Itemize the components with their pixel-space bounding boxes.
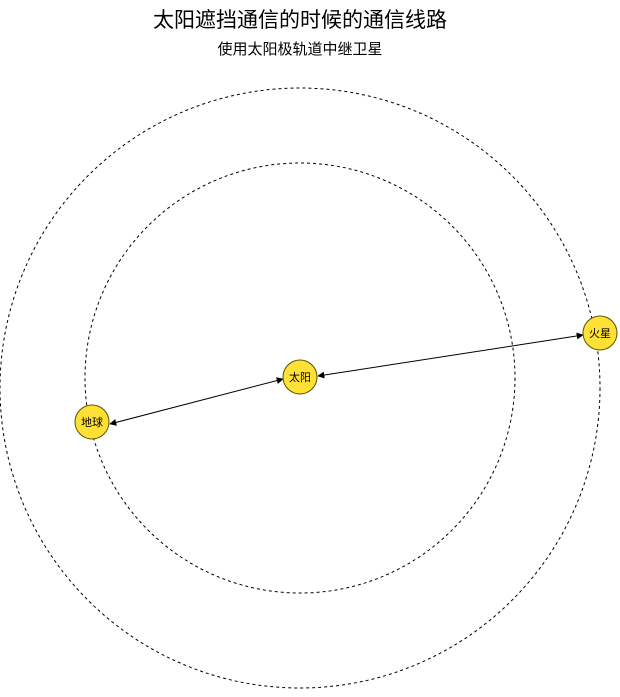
sun-label: 太阳 [289, 371, 311, 384]
earth-label: 地球 [81, 415, 103, 429]
mars-body [582, 315, 618, 351]
mars-label: 火星 [589, 327, 611, 340]
sun-mars-link [317, 332, 584, 379]
diagram-title: 太阳遮挡通信的时候的通信线路 [153, 8, 447, 32]
sun-node: 太阳 [282, 359, 318, 395]
sun-body [282, 359, 318, 395]
outer-orbit [0, 87, 601, 689]
earth-body [74, 404, 110, 440]
earth-node: 地球 [74, 404, 110, 440]
diagram-subtitle: 使用太阳极轨道中继卫星 [217, 40, 383, 58]
mars-node: 火星 [582, 315, 618, 351]
sun-earth-link [109, 377, 284, 426]
